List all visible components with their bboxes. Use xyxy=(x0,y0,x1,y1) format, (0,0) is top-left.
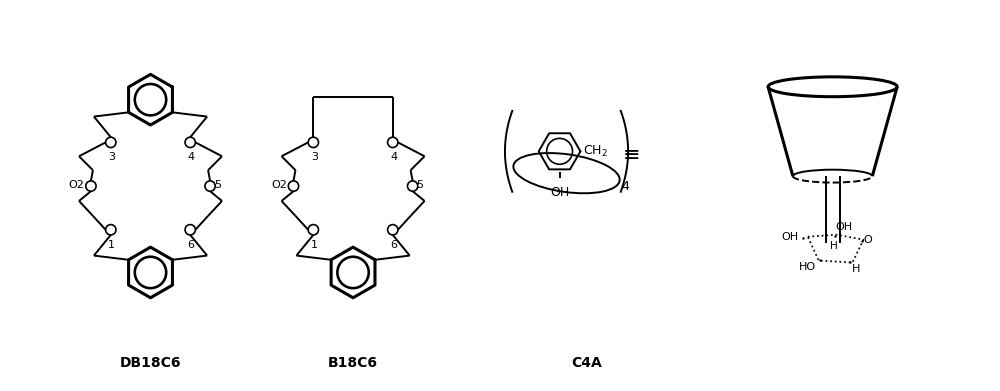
Text: O2: O2 xyxy=(69,180,84,190)
Text: H: H xyxy=(830,241,837,251)
Circle shape xyxy=(388,137,398,147)
Text: 3: 3 xyxy=(108,152,115,162)
Text: 1: 1 xyxy=(311,240,318,250)
Text: 3: 3 xyxy=(311,152,318,162)
Circle shape xyxy=(407,181,418,191)
Text: CH$_2$: CH$_2$ xyxy=(583,144,608,159)
Text: 4: 4 xyxy=(390,152,397,162)
Circle shape xyxy=(308,224,318,235)
Text: 5: 5 xyxy=(214,180,221,190)
Circle shape xyxy=(185,137,195,147)
Text: C4A: C4A xyxy=(571,356,602,370)
Circle shape xyxy=(86,181,96,191)
Text: H: H xyxy=(851,264,860,274)
Circle shape xyxy=(106,224,116,235)
Text: HO: HO xyxy=(799,262,816,271)
Circle shape xyxy=(185,224,195,235)
Circle shape xyxy=(288,181,299,191)
Text: OH: OH xyxy=(550,186,569,199)
Text: 4: 4 xyxy=(188,152,195,162)
Text: 4: 4 xyxy=(621,179,629,192)
Text: 1: 1 xyxy=(108,240,115,250)
Text: 5: 5 xyxy=(417,180,424,190)
Text: 6: 6 xyxy=(188,240,195,250)
Text: B18C6: B18C6 xyxy=(328,356,378,370)
Text: $\equiv$: $\equiv$ xyxy=(618,143,640,163)
Text: OH: OH xyxy=(782,232,799,242)
Text: 6: 6 xyxy=(390,240,397,250)
Text: DB18C6: DB18C6 xyxy=(120,356,181,370)
Circle shape xyxy=(388,224,398,235)
Text: O2: O2 xyxy=(271,180,287,190)
Text: O: O xyxy=(863,235,872,245)
Circle shape xyxy=(308,137,318,147)
Circle shape xyxy=(205,181,215,191)
Circle shape xyxy=(106,137,116,147)
Text: OH: OH xyxy=(836,222,853,232)
